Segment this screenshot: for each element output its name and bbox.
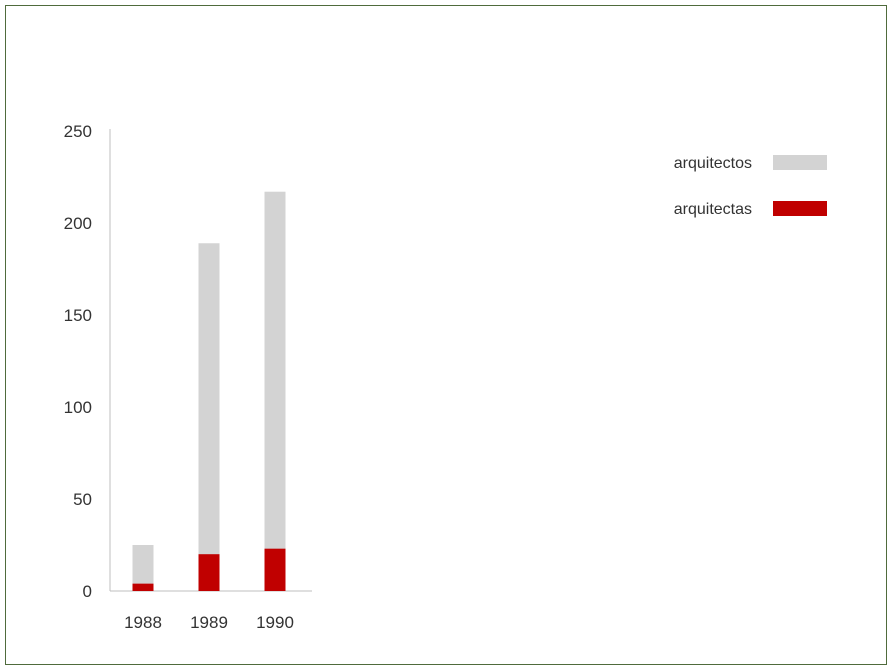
y-tick-label: 100 <box>64 398 92 417</box>
legend: arquitectos arquitectas <box>674 155 827 218</box>
legend-label: arquitectos <box>674 155 752 172</box>
x-tick-label: 1988 <box>124 613 162 632</box>
x-tick-label: 1990 <box>256 613 294 632</box>
bar-arquitectos-1989 <box>199 243 220 591</box>
y-tick-label: 0 <box>83 582 92 601</box>
y-tick-label: 250 <box>64 122 92 141</box>
y-tick-label: 150 <box>64 306 92 325</box>
bars <box>133 192 286 591</box>
legend-swatch <box>773 155 827 170</box>
bar-arquitectas-1989 <box>199 554 220 591</box>
x-tick-label: 1989 <box>190 613 228 632</box>
x-axis: 1988 1989 1990 <box>110 591 312 632</box>
y-tick-label: 50 <box>73 490 92 509</box>
bar-arquitectas-1990 <box>265 549 286 591</box>
bar-arquitectos-1990 <box>265 192 286 591</box>
legend-swatch <box>773 201 827 216</box>
bar-arquitectas-1988 <box>133 584 154 591</box>
bar-chart: 0 50 100 150 200 250 1988 1989 1990 arquitectos… <box>0 0 893 649</box>
y-tick-label: 200 <box>64 214 92 233</box>
y-axis: 0 50 100 150 200 250 <box>64 122 110 601</box>
legend-label: arquitectas <box>674 201 752 218</box>
